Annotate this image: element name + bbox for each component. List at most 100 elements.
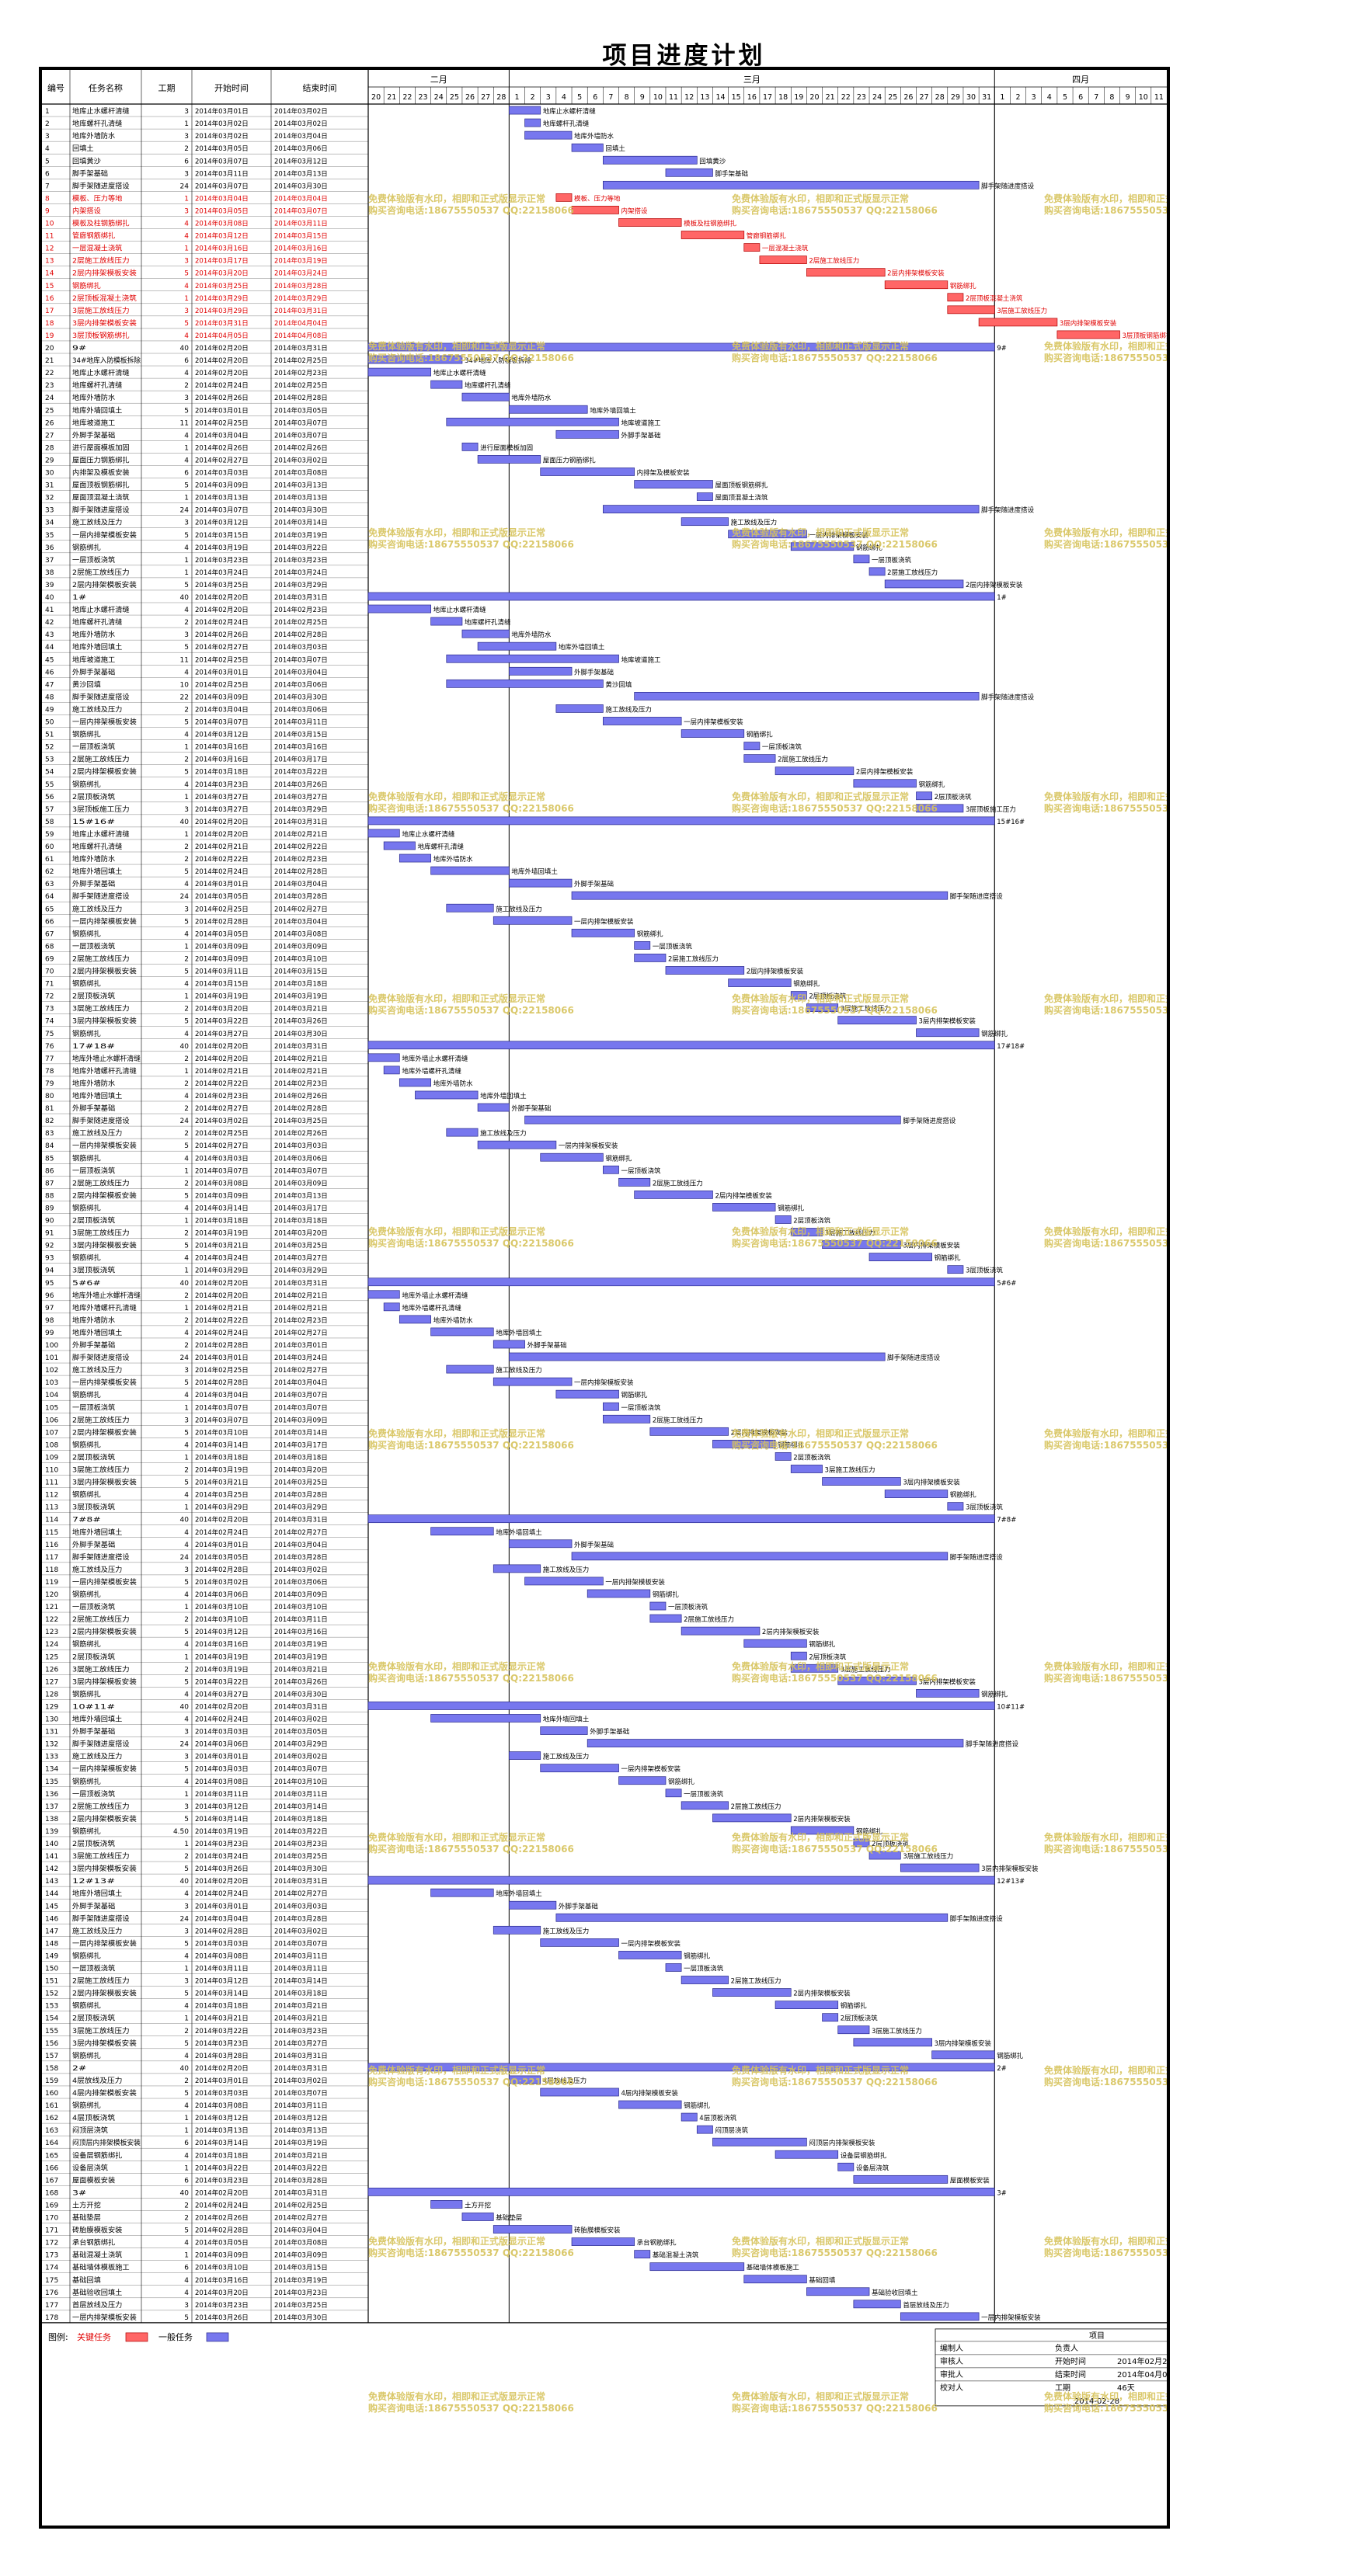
task-days: 5	[184, 1990, 189, 1998]
gantt-bar	[446, 903, 494, 913]
task-end: 2014年02月26日	[274, 1129, 328, 1138]
task-end: 2014年03月29日	[274, 805, 328, 814]
gantt-bar	[493, 1377, 573, 1386]
task-name: 外脚手架基础	[72, 667, 115, 676]
task-end: 2014年03月18日	[274, 1990, 328, 1998]
task-days: 4	[184, 233, 189, 241]
gantt-bar	[430, 1888, 494, 1897]
watermark-line2: 购买咨询电话:18675550537 QQ:22158066	[732, 802, 938, 814]
task-name: 一层顶板浇筑	[72, 1789, 115, 1799]
task-name: 一层顶板浇筑	[72, 1403, 115, 1412]
task-end: 2014年03月16日	[274, 743, 328, 752]
task-end: 2014年02月27日	[274, 2214, 328, 2223]
gantt-bar	[696, 492, 713, 501]
gantt-bar	[461, 443, 479, 451]
gantt-bar	[571, 206, 619, 214]
bar-label: 2层施工放线压力	[668, 954, 719, 963]
bar-label: 地库螺杆孔清缝	[465, 618, 511, 627]
task-name: 2层内排架模板安装	[72, 767, 137, 777]
task-start: 2014年03月01日	[195, 1541, 249, 1549]
task-end: 2014年02月28日	[274, 1104, 328, 1113]
task-end: 2014年02月25日	[274, 381, 328, 390]
task-id: 120	[45, 1591, 58, 1599]
task-end: 2014年02月27日	[274, 1366, 328, 1375]
bar-label: 地库外墙止水螺杆清缝	[402, 1055, 468, 1063]
task-days: 40	[180, 594, 190, 602]
bar-label: 钢筋绑扎	[684, 2101, 711, 2110]
gantt-bar	[540, 1152, 604, 1162]
task-name: 外脚手架基础	[72, 430, 115, 440]
day-label: 5	[1063, 93, 1067, 102]
gantt-bar	[822, 2013, 839, 2022]
task-start: 2014年03月03日	[195, 1154, 249, 1163]
task-id: 22	[45, 370, 54, 377]
task-start: 2014年03月05日	[195, 2239, 249, 2247]
bar-label: 地库外墙回填土	[496, 1889, 542, 1898]
bar-label: 9#	[997, 345, 1007, 353]
task-end: 2014年03月31日	[274, 593, 328, 602]
task-start: 2014年03月03日	[195, 1728, 249, 1736]
task-end: 2014年03月28日	[274, 1553, 328, 1562]
task-days: 3	[184, 520, 189, 527]
day-label: 6	[1078, 93, 1083, 102]
day-label: 23	[857, 93, 866, 102]
task-start: 2014年03月25日	[195, 581, 249, 589]
gantt-bar	[868, 1253, 932, 1261]
gantt-bar	[712, 1203, 776, 1212]
task-name: 设备层浇筑	[72, 2163, 108, 2172]
task-days: 2	[184, 2202, 189, 2209]
task-end: 2014年03月31日	[274, 818, 328, 826]
task-days: 2	[184, 1130, 189, 1138]
gantt-bar	[555, 704, 604, 713]
gantt-bar	[634, 480, 713, 488]
task-end: 2014年03月13日	[274, 1191, 328, 1200]
task-id: 47	[45, 681, 54, 689]
task-name: 2层顶板混凝土浇筑	[72, 294, 137, 303]
task-end: 2014年03月29日	[274, 1740, 328, 1749]
task-name: 2层顶板浇筑	[72, 2014, 115, 2023]
task-end: 2014年03月03日	[274, 1902, 328, 1910]
gantt-bar	[916, 791, 932, 801]
task-name: 地库外墙回填土	[72, 867, 122, 876]
task-id: 57	[45, 806, 54, 814]
gantt-bar	[493, 916, 573, 925]
task-start: 2014年03月18日	[195, 1453, 249, 1462]
day-label: 1	[1000, 93, 1004, 102]
task-id: 14	[45, 270, 54, 278]
header-days: 工期	[158, 83, 176, 93]
task-name: 钢筋绑扎	[72, 929, 101, 938]
gantt-bar	[430, 2200, 463, 2209]
task-id: 165	[45, 2152, 58, 2160]
gantt-bar	[837, 1676, 917, 1685]
task-end: 2014年03月09日	[274, 942, 328, 951]
watermark-line2: 购买咨询电话:18675550537 QQ:22158066	[732, 2076, 938, 2088]
gantt-bar	[743, 243, 761, 252]
info-cell: 审批人	[940, 2369, 963, 2380]
task-id: 133	[45, 1754, 58, 1761]
task-days: 5	[184, 407, 189, 415]
task-id: 94	[45, 1267, 54, 1275]
task-id: 172	[45, 2240, 58, 2247]
bar-label: 一层内排架模板安装	[621, 1939, 681, 1948]
bar-label: 外脚手架基础	[511, 1104, 551, 1113]
task-end: 2014年03月30日	[274, 1865, 328, 1873]
gantt-bar	[367, 1514, 995, 1524]
task-start: 2014年02月21日	[195, 843, 249, 851]
task-days: 5	[184, 769, 189, 777]
bar-label: 一层顶板浇筑	[684, 1965, 724, 1973]
task-name: 管廊钢筋绑扎	[72, 231, 115, 241]
gantt-bar	[509, 1539, 573, 1549]
bar-label: 2层内排架模板安装	[793, 1815, 851, 1823]
bar-label: 地库止水螺杆清缝	[402, 830, 455, 839]
task-days: 5	[184, 1018, 189, 1026]
task-name: 地库外墙回填土	[72, 405, 122, 415]
day-label: 11	[1154, 93, 1164, 102]
task-end: 2014年02月21日	[274, 1304, 328, 1312]
watermark-line2: 购买咨询电话:18675550537 QQ:22158066	[1044, 1843, 1167, 1855]
task-end: 2014年03月29日	[274, 1504, 328, 1512]
task-name: 钢筋绑扎	[72, 1827, 101, 1836]
task-name: 地库螺杆孔清缝	[72, 119, 122, 128]
task-days: 4	[184, 1529, 189, 1537]
task-start: 2014年03月19日	[195, 1827, 249, 1836]
task-end: 2014年03月13日	[274, 481, 328, 490]
